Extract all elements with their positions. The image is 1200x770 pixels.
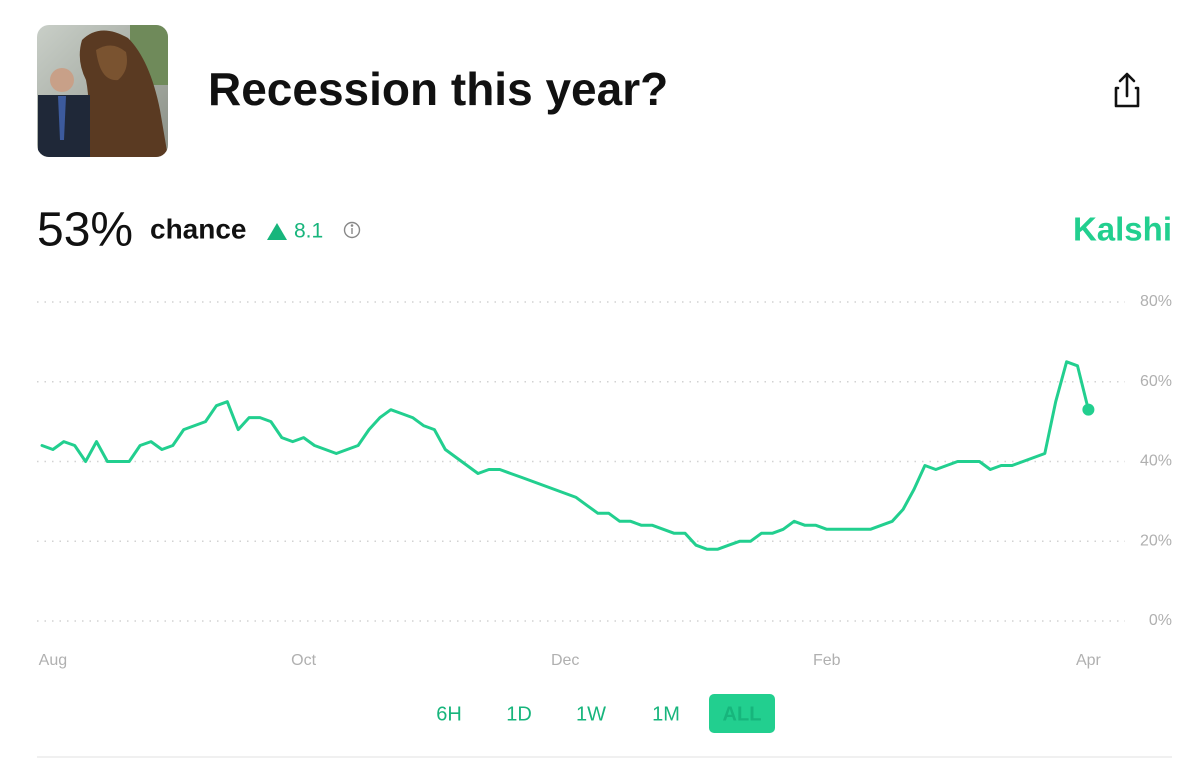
- end-point: [1082, 403, 1095, 416]
- x-tick-label: Apr: [1076, 652, 1102, 669]
- y-tick-label: 40%: [1140, 453, 1172, 470]
- x-tick-label: Feb: [813, 652, 841, 669]
- x-tick-label: Oct: [291, 652, 316, 669]
- y-tick-label: 60%: [1140, 373, 1172, 390]
- info-icon[interactable]: [343, 221, 361, 239]
- x-tick-label: Dec: [551, 652, 579, 669]
- range-button-bg: [709, 694, 775, 733]
- y-tick-label: 0%: [1149, 612, 1172, 629]
- change-value: 8.1: [294, 220, 323, 243]
- share-button[interactable]: [1114, 72, 1140, 108]
- y-tick-label: 80%: [1140, 293, 1172, 310]
- range-button[interactable]: 1W: [576, 703, 606, 725]
- chance-label: chance: [150, 213, 247, 244]
- up-arrow: [267, 223, 287, 240]
- price-line: [40, 360, 1090, 551]
- brand: Kalshi: [1073, 211, 1172, 248]
- x-tick-label: Aug: [39, 652, 67, 669]
- range-button[interactable]: 6H: [436, 703, 462, 725]
- range-button[interactable]: 1D: [506, 703, 532, 725]
- page-title: Recession this year?: [208, 63, 668, 115]
- range-button[interactable]: 1M: [652, 703, 680, 725]
- chance-value: 53%: [37, 204, 133, 257]
- range-button[interactable]: ALL: [723, 703, 762, 725]
- thumbnail: [37, 25, 168, 157]
- y-tick-label: 20%: [1140, 532, 1172, 549]
